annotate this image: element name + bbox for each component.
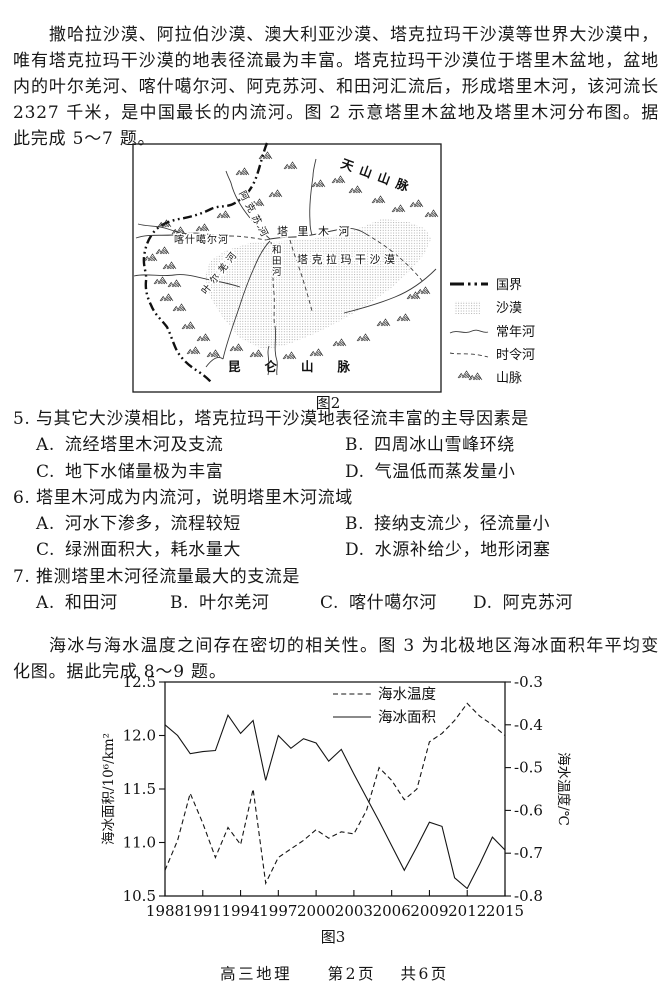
label-kashgar-river: 喀什噶尔河 [174,233,229,246]
desert-area [205,219,431,350]
question-7-options: A. 和田河 B. 叶尔羌河 C. 喀什噶尔河 D. 阿克苏河 [13,590,661,616]
option-5c: C. 地下水储量极为丰富 [36,461,224,482]
figure2-caption: 图2 [316,394,341,412]
label-tarim-river: 塔里木河 [277,225,359,238]
left-axis-tick-label: 10.5 [123,887,156,905]
legend-sea-temp-label: 海水温度 [378,686,436,703]
question-6: 6. 塔里木河成为内流河，说明塔里木河流域 [13,485,661,511]
footer-subject: 高三地理 [220,965,293,983]
option-7b: B. 叶尔羌河 [170,593,270,614]
series-sea-ice-area [164,714,506,890]
label-taklamakan-desert: 塔克拉玛干沙漠 [297,252,399,266]
right-axis-tick-label: -0.8 [514,887,543,905]
figure3-caption: 图3 [321,928,346,946]
passage2-paragraph: 海冰与海水温度之间存在密切的相关性。图 3 为北极地区海冰面积年平均变化图。据此… [13,636,659,682]
right-axis-title: 海水温度/℃ [555,752,571,826]
question-5-number: 5. [13,409,31,429]
left-axis-title: 海冰面积/10⁶/km² [101,733,117,845]
question-6-stem: 塔里木河成为内流河，说明塔里木河流域 [36,487,353,508]
option-6d: D. 水源补给少，地形闭塞 [345,540,551,561]
page-footer: 高三地理 第2页 共6页 [0,962,669,984]
legend-mountain-label: 山脉 [496,371,522,386]
x-axis-tick-label: 1997 [259,902,297,920]
legend-seasonal-river-icon [449,352,489,358]
left-axis-tick-label: 12.5 [123,673,156,691]
left-axis-tick-label: 11.0 [123,834,156,852]
right-axis-tick-label: -0.3 [514,673,543,691]
option-6b: B. 接纳支流少，径流量小 [345,514,551,535]
legend-desert-icon [454,301,480,314]
map-frame [132,143,442,393]
legend-perennial-river-label: 常年河 [496,325,535,340]
x-axis-tick-label: 1988 [146,902,184,920]
footer-total-pages: 共6页 [400,965,449,983]
option-6c: C. 绿洲面积大，耗水量大 [36,540,242,561]
intro-paragraph: 撒哈拉沙漠、阿拉伯沙漠、澳大利亚沙漠、塔克拉玛干沙漠等世界大沙漠中，唯有塔克拉玛… [13,25,659,149]
sea-ice-chart: 海水温度 海冰面积 海冰面积/10⁶/km² 海水温度/℃ 图3 12.5 12.… [101,673,571,946]
question-7-stem: 推测塔里木河径流量最大的支流是 [36,566,300,587]
seasonal-rivers [229,233,424,327]
chart-plot-frame [164,681,506,897]
chart-legend: 海水温度 海冰面积 [333,686,436,726]
x-axis-tick-label: 2000 [297,902,335,920]
label-kunlun-mountains: 昆仑山脉 [228,359,374,374]
question-5-options: A. 流经塔里木河及支流 B. 四周冰山雪峰环绕 C. 地下水储量极为丰富 D. 气温低… [13,432,661,485]
option-7c: C. 喀什噶尔河 [320,593,438,614]
legend-border-label: 国界 [496,278,522,293]
right-axis-tick-label: -0.7 [514,844,543,862]
series-sea-water-temperature [164,702,506,886]
figure3-chart: 海水温度 海冰面积 海冰面积/10⁶/km² 海水温度/℃ 图3 12.5 12.… [85,671,585,951]
question-7: 7. 推测塔里木河径流量最大的支流是 [13,564,661,590]
x-axis-tick-label: 2003 [335,902,373,920]
right-axis-tick-label: -0.4 [514,716,543,734]
legend-sea-ice-label: 海冰面积 [378,709,436,726]
questions-block: 5. 与其它大沙漠相比，塔克拉玛干沙漠地表径流丰富的主导因素是 A. 流经塔里木河… [13,406,661,616]
legend-perennial-river-icon [449,329,489,334]
option-6a: A. 河水下渗多，流程较短 [36,514,241,535]
legend-mountain-icon [457,370,472,379]
legend-seasonal-river-label: 时令河 [496,348,535,363]
x-axis-tick-label: 2009 [410,902,448,920]
option-5b: B. 四周冰山雪峰环绕 [345,435,515,456]
option-7d: D. 阿克苏河 [473,593,574,614]
question-6-options: A. 河水下渗多，流程较短 B. 接纳支流少，径流量小 C. 绿洲面积大，耗水量大 D… [13,511,661,564]
option-5d: D. 气温低而蒸发量小 [345,461,516,482]
national-border-line [142,142,269,383]
legend-desert-label: 沙漠 [496,301,522,316]
right-axis-tick-label: -0.6 [514,801,543,819]
figure2-map: 天山山脉 昆仑山脉 阿克苏河 喀什噶尔河 塔里木河 和田河 叶尔羌河 塔克拉玛干… [130,141,560,413]
left-axis-tick-label: 12.0 [123,727,156,745]
option-5a: A. 流经塔里木河及支流 [36,435,224,456]
question-7-number: 7. [13,566,31,587]
x-axis-tick-label: 2012 [448,902,486,920]
x-axis-tick-label: 1991 [184,902,222,920]
question-5: 5. 与其它大沙漠相比，塔克拉玛干沙漠地表径流丰富的主导因素是 [13,406,661,432]
legend-mountain-icon-2 [468,372,483,381]
label-hotan-river: 和田河 [272,245,282,278]
x-axis-tick-label: 2015 [486,902,524,920]
option-7a: A. 和田河 [36,593,118,614]
footer-page-number: 第2页 [327,965,376,983]
x-axis-tick-label: 1994 [221,902,259,920]
right-axis-tick-label: -0.5 [514,759,543,777]
label-aksu-river: 阿克苏河 [236,189,272,242]
map-legend: 国界 沙漠 常年河 时令河 山脉 [449,278,535,386]
question-6-number: 6. [13,487,31,508]
question-5-stem: 与其它大沙漠相比，塔克拉玛干沙漠地表径流丰富的主导因素是 [36,409,529,429]
x-axis-tick-label: 2006 [373,902,411,920]
left-axis-tick-label: 11.5 [123,780,156,798]
tarim-basin-map: 天山山脉 昆仑山脉 阿克苏河 喀什噶尔河 塔里木河 和田河 叶尔羌河 塔克拉玛干… [132,142,535,412]
